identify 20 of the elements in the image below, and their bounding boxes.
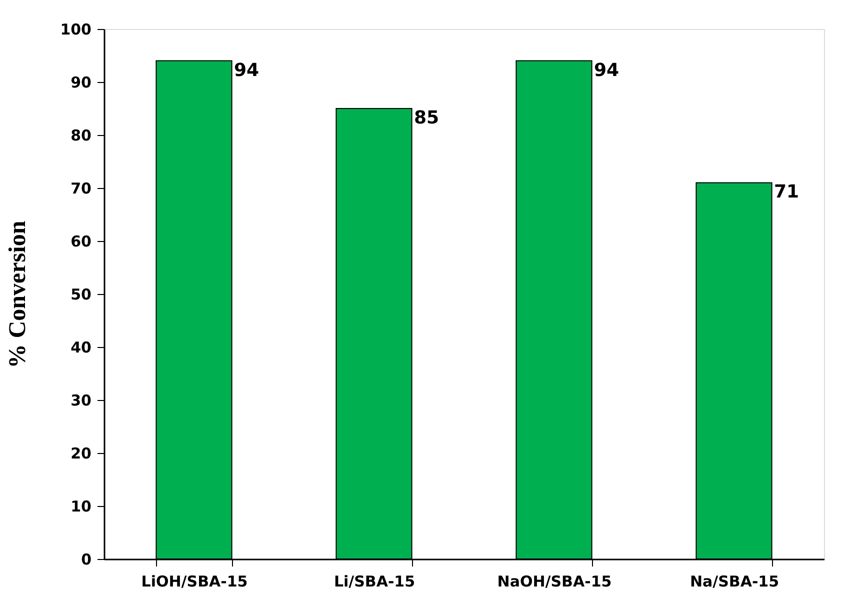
y-tick-label: 20 bbox=[70, 444, 92, 462]
y-tick-label: 0 bbox=[81, 550, 92, 568]
y-tick-label: 90 bbox=[70, 74, 92, 92]
data-label: 94 bbox=[234, 60, 260, 81]
x-tick-label: LiOH/SBA-15 bbox=[141, 572, 248, 590]
y-tick-label: 60 bbox=[70, 232, 92, 250]
y-tick-label: 100 bbox=[60, 20, 92, 38]
data-label: 85 bbox=[414, 108, 440, 128]
x-tick-label: NaOH/SBA-15 bbox=[497, 572, 612, 590]
y-tick-label: 80 bbox=[70, 126, 92, 144]
data-label: 71 bbox=[774, 182, 800, 203]
y-tick-label: 40 bbox=[70, 338, 92, 356]
y-tick-label: 10 bbox=[70, 498, 92, 516]
y-tick-label: 70 bbox=[70, 180, 92, 198]
x-tick-label: Na/SBA-15 bbox=[690, 572, 780, 590]
x-tick-label: Li/SBA-15 bbox=[334, 572, 416, 590]
y-tick-label: 30 bbox=[70, 392, 92, 410]
y-tick-label: 50 bbox=[70, 286, 92, 304]
y-axis-title: % Conversion bbox=[5, 220, 32, 368]
data-label: 94 bbox=[594, 60, 620, 81]
